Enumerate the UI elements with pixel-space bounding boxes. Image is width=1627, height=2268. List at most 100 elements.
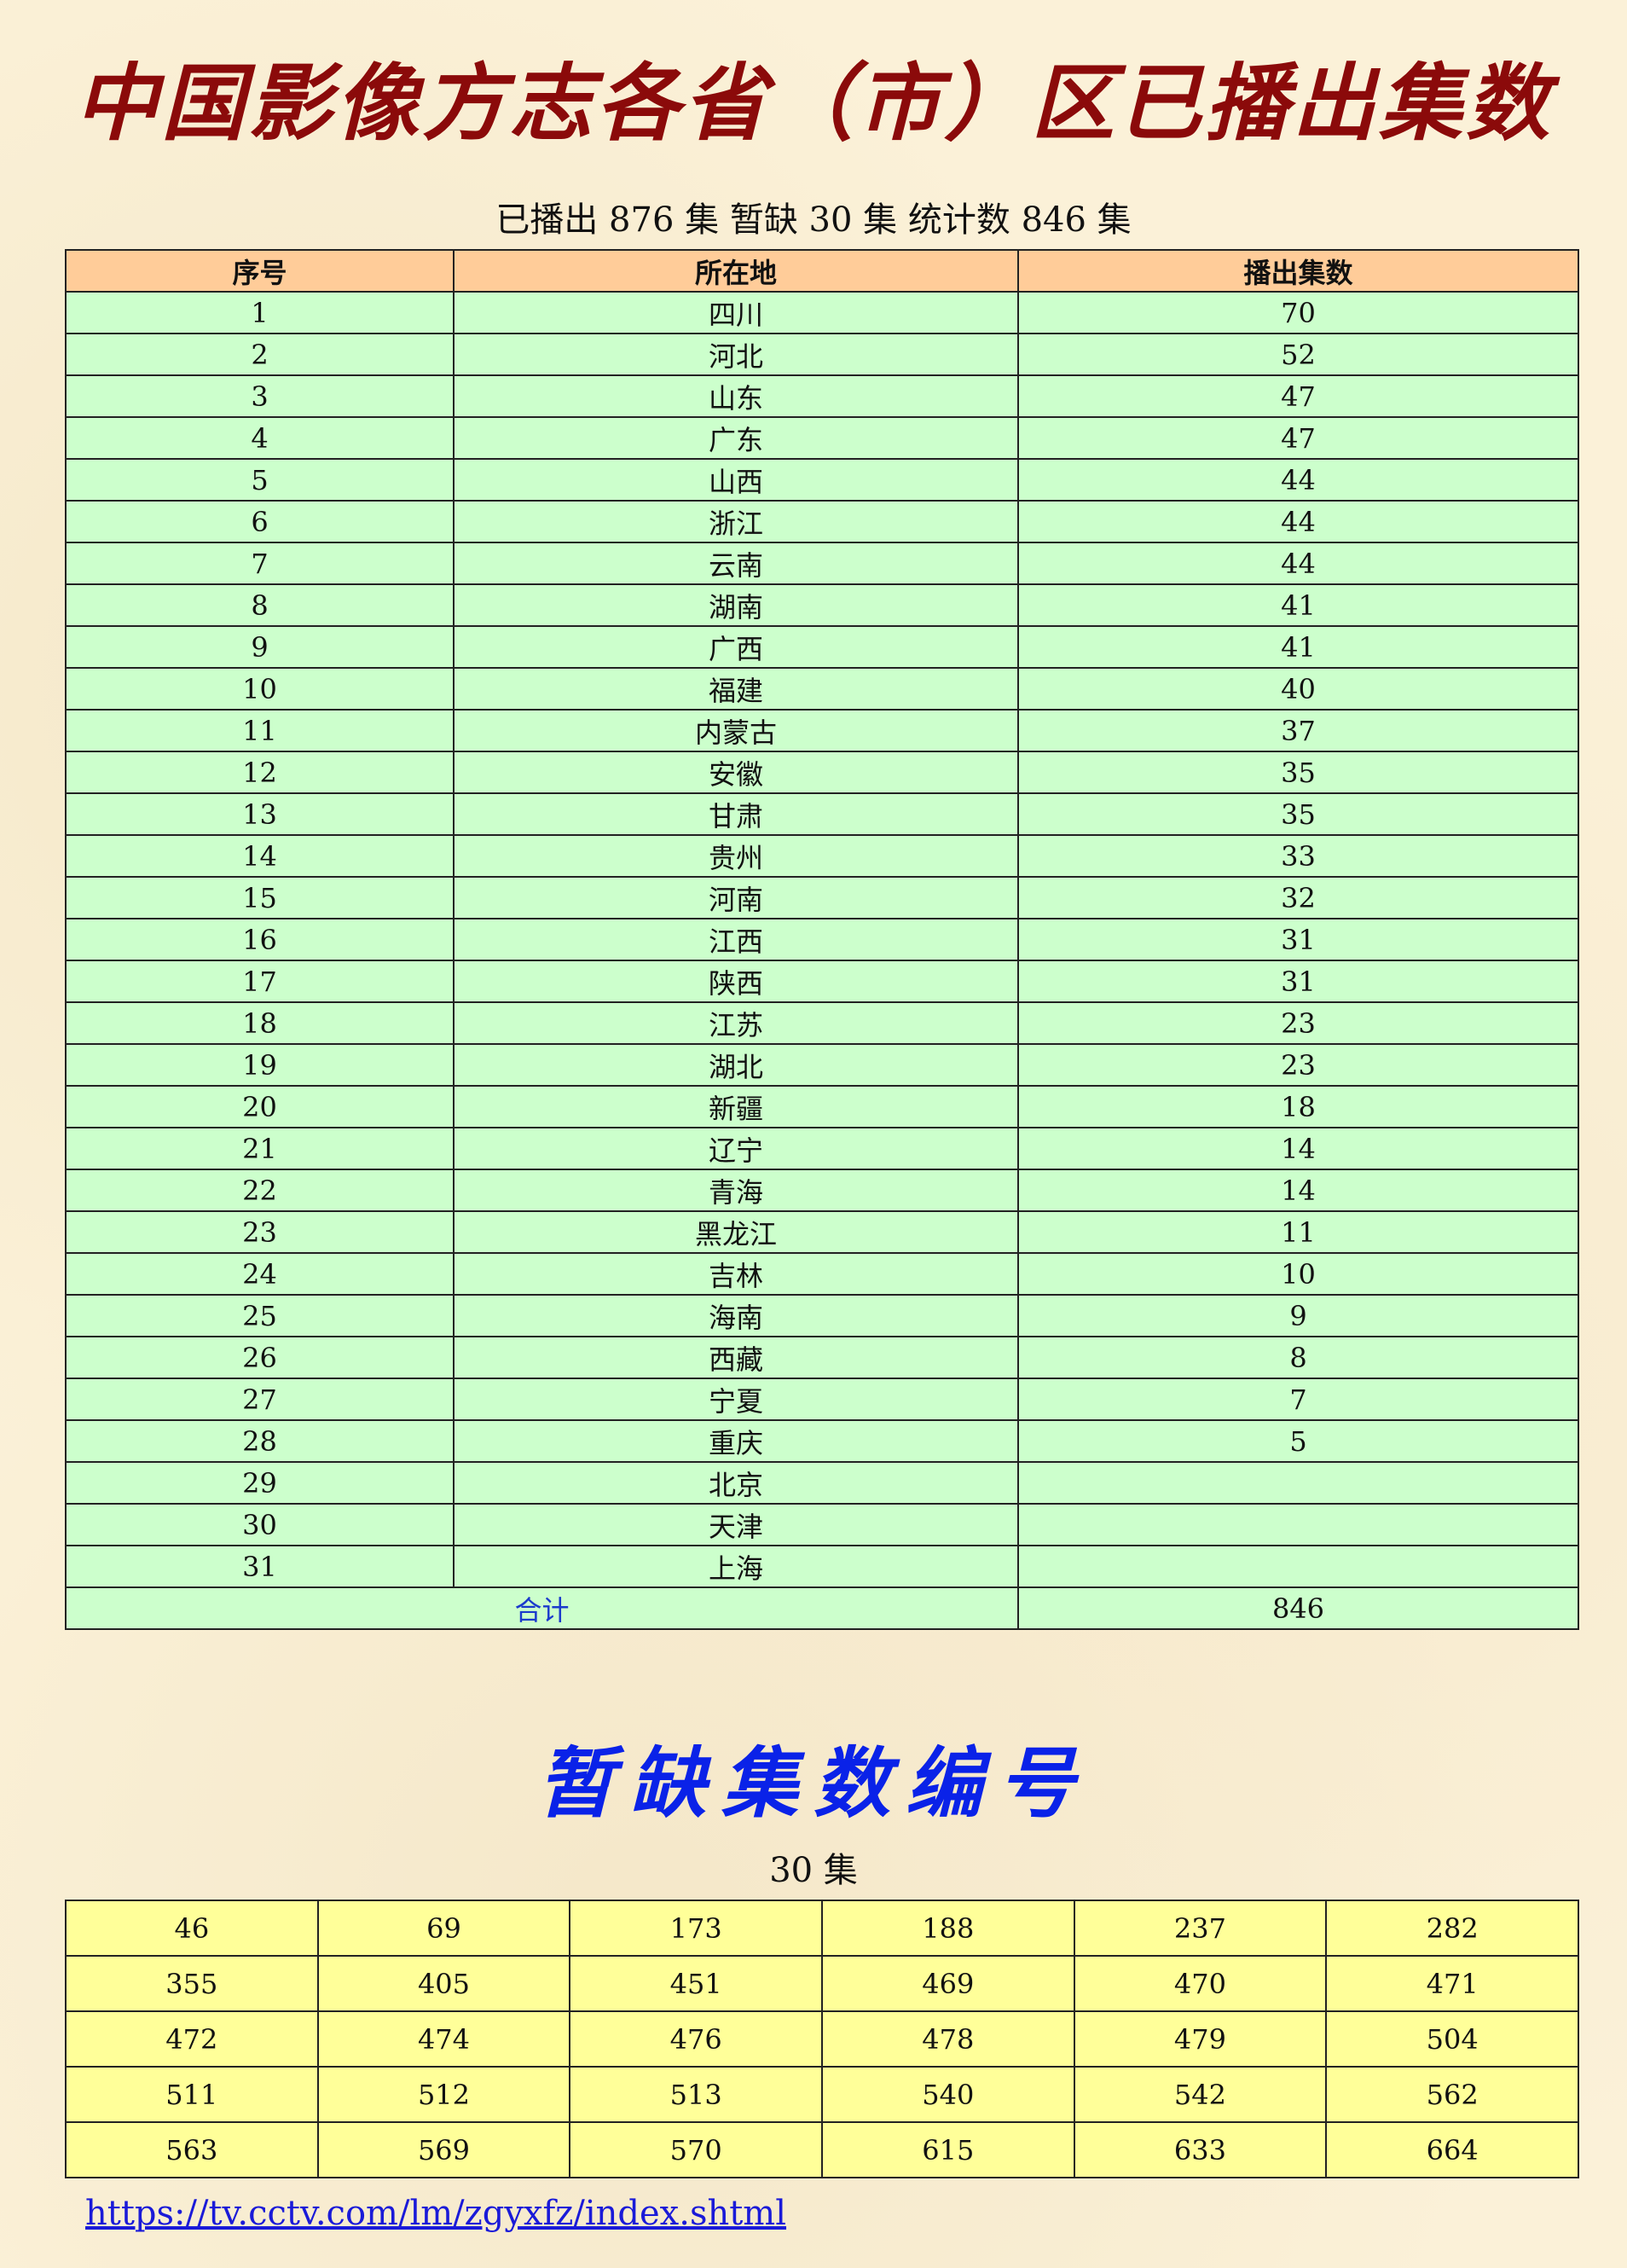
- cell-index: 8: [65, 583, 455, 627]
- table-row: 23 黑龙江 11: [65, 1210, 1579, 1254]
- cell-index: 17: [65, 960, 455, 1003]
- missing-episode-cell: 540: [820, 2066, 1075, 2123]
- total-value: 846: [1017, 1586, 1579, 1630]
- cell-count: 18: [1017, 1085, 1579, 1128]
- missing-episode-cell: 512: [316, 2066, 571, 2123]
- cell-location: 贵州: [453, 834, 1019, 878]
- cell-index: 25: [65, 1294, 455, 1337]
- cell-index: 19: [65, 1043, 455, 1087]
- missing-episode-cell: 470: [1073, 1955, 1328, 2012]
- cell-index: 1: [65, 291, 455, 334]
- table-row: 8 湖南 41: [65, 583, 1579, 627]
- cell-index: 16: [65, 918, 455, 961]
- missing-episode-cell: 69: [316, 1900, 571, 1957]
- cell-location: 海南: [453, 1294, 1019, 1337]
- table-row: 27 宁夏 7: [65, 1378, 1579, 1421]
- missing-episode-cell: 237: [1073, 1900, 1328, 1957]
- cell-count: 9: [1017, 1294, 1579, 1337]
- cell-index: 2: [65, 333, 455, 376]
- missing-episode-cell: 476: [569, 2010, 823, 2068]
- cell-location: 新疆: [453, 1085, 1019, 1128]
- total-label: 合计: [65, 1586, 1019, 1630]
- header-index: 序号: [65, 249, 455, 293]
- table-row: 28 重庆 5: [65, 1419, 1579, 1463]
- table-row: 18 江苏 23: [65, 1001, 1579, 1045]
- total-row: 合计 846: [65, 1586, 1579, 1630]
- cell-index: 31: [65, 1545, 455, 1588]
- cell-index: 3: [65, 374, 455, 418]
- cell-count: 8: [1017, 1336, 1579, 1379]
- missing-episode-cell: 569: [316, 2121, 571, 2178]
- cell-location: 辽宁: [453, 1127, 1019, 1170]
- cell-count: [1017, 1503, 1579, 1546]
- cell-count: 10: [1017, 1252, 1579, 1296]
- table-row: 22 青海 14: [65, 1169, 1579, 1212]
- table-row: 19 湖北 23: [65, 1043, 1579, 1087]
- cell-count: 40: [1017, 667, 1579, 711]
- missing-episode-cell: 472: [65, 2010, 319, 2068]
- table-row: 24 吉林 10: [65, 1252, 1579, 1296]
- table-row: 21 辽宁 14: [65, 1127, 1579, 1170]
- cell-location: 安徽: [453, 751, 1019, 794]
- cell-count: 44: [1017, 542, 1579, 585]
- cell-index: 9: [65, 625, 455, 669]
- cell-location: 四川: [453, 291, 1019, 334]
- cell-index: 26: [65, 1336, 455, 1379]
- table-row: 3 山东 47: [65, 374, 1579, 418]
- missing-episode-cell: 664: [1325, 2121, 1579, 2178]
- missing-episode-cell: 355: [65, 1955, 319, 2012]
- header-count: 播出集数: [1017, 249, 1579, 293]
- missing-episode-cell: 479: [1073, 2010, 1328, 2068]
- table-row: 31 上海: [65, 1545, 1579, 1588]
- cell-location: 江西: [453, 918, 1019, 961]
- cell-index: 30: [65, 1503, 455, 1546]
- cell-location: 内蒙古: [453, 709, 1019, 752]
- cell-count: 31: [1017, 960, 1579, 1003]
- missing-episode-cell: 474: [316, 2010, 571, 2068]
- missing-episode-cell: 511: [65, 2066, 319, 2123]
- source-link[interactable]: https://tv.cctv.com/lm/zgyxfz/index.shtm…: [85, 2194, 787, 2233]
- cell-count: 47: [1017, 374, 1579, 418]
- cell-count: [1017, 1545, 1579, 1588]
- cell-count: 11: [1017, 1210, 1579, 1254]
- cell-index: 20: [65, 1085, 455, 1128]
- cell-index: 4: [65, 416, 455, 460]
- table-row: 15 河南 32: [65, 876, 1579, 919]
- table-row: 4 广东 47: [65, 416, 1579, 460]
- cell-count: 47: [1017, 416, 1579, 460]
- missing-episode-cell: 471: [1325, 1955, 1579, 2012]
- cell-location: 黑龙江: [453, 1210, 1019, 1254]
- cell-count: 31: [1017, 918, 1579, 961]
- cell-count: 14: [1017, 1127, 1579, 1170]
- missing-row: 511 512 513 540 542 562: [65, 2066, 1579, 2123]
- cell-location: 广西: [453, 625, 1019, 669]
- cell-location: 天津: [453, 1503, 1019, 1546]
- cell-location: 山东: [453, 374, 1019, 418]
- missing-episode-cell: 542: [1073, 2066, 1328, 2123]
- page-title: 中国影像方志各省（市）区已播出集数: [73, 55, 1553, 153]
- table-row: 10 福建 40: [65, 667, 1579, 711]
- cell-location: 云南: [453, 542, 1019, 585]
- cell-location: 北京: [453, 1461, 1019, 1505]
- cell-count: 44: [1017, 458, 1579, 502]
- table-row: 30 天津: [65, 1503, 1579, 1546]
- cell-location: 湖南: [453, 583, 1019, 627]
- missing-row: 355 405 451 469 470 471: [65, 1955, 1579, 2012]
- summary-text: 已播出 876 集 暂缺 30 集 统计数 846 集: [495, 200, 1132, 240]
- table-row: 26 西藏 8: [65, 1336, 1579, 1379]
- table-row: 7 云南 44: [65, 542, 1579, 585]
- table-row: 2 河北 52: [65, 333, 1579, 376]
- missing-episode-cell: 451: [569, 1955, 823, 2012]
- cell-location: 陕西: [453, 960, 1019, 1003]
- missing-row: 563 569 570 615 633 664: [65, 2121, 1579, 2178]
- table-row: 13 甘肃 35: [65, 792, 1579, 836]
- cell-index: 6: [65, 500, 455, 543]
- cell-index: 12: [65, 751, 455, 794]
- missing-episode-cell: 282: [1325, 1900, 1579, 1957]
- table-row: 9 广西 41: [65, 625, 1579, 669]
- table-row: 16 江西 31: [65, 918, 1579, 961]
- cell-location: 河北: [453, 333, 1019, 376]
- cell-count: 5: [1017, 1419, 1579, 1463]
- cell-index: 10: [65, 667, 455, 711]
- cell-location: 江苏: [453, 1001, 1019, 1045]
